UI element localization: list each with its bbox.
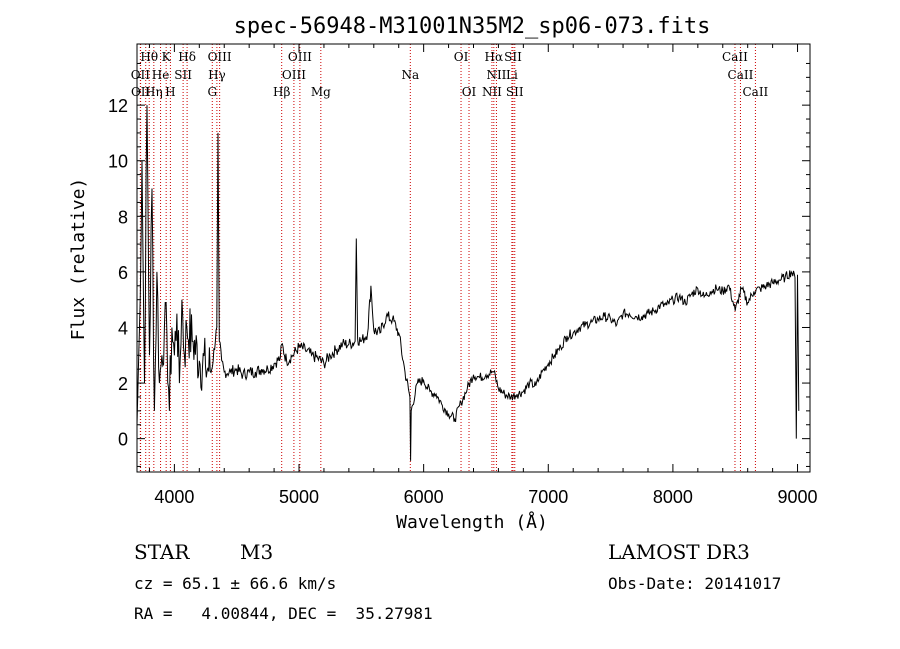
marker-label: K [162, 50, 172, 64]
x-axis: 4000 5000 6000 7000 8000 9000 [148, 44, 818, 507]
marker-label: SII [174, 68, 192, 82]
marker-label: Li [506, 68, 518, 82]
subclass-label: M3 [240, 540, 274, 564]
marker-label: H [165, 85, 175, 99]
marker-label: NII [486, 68, 506, 82]
marker-label: Mg [311, 85, 331, 99]
y-tick-label: 4 [118, 318, 128, 338]
marker-label: OI [454, 50, 469, 64]
x-tick-label: 7000 [528, 487, 568, 507]
y-axis: 0 2 4 6 8 10 12 [108, 62, 810, 467]
marker-label: OII [131, 68, 151, 82]
x-tick-label: 4000 [154, 487, 194, 507]
marker-label: Na [401, 68, 419, 82]
y-tick-label: 6 [118, 263, 128, 283]
x-tick-label: 8000 [653, 487, 693, 507]
x-axis-label: Wavelength (Å) [396, 511, 548, 533]
marker-label: Hα [485, 50, 504, 64]
y-tick-label: 12 [108, 96, 128, 116]
survey-label: LAMOST DR3 [608, 540, 750, 564]
marker-label: G [207, 85, 217, 99]
spectrum-line [136, 105, 800, 461]
marker-label: CaII [728, 68, 754, 82]
marker-label: He [152, 68, 170, 82]
coordinates-readout: RA = 4.00844, DEC = 35.27981 [134, 604, 433, 623]
y-axis-label: Flux (relative) [68, 178, 89, 341]
cz-readout: cz = 65.1 ± 66.6 km/s [134, 574, 337, 593]
marker-label: Hη [145, 85, 163, 99]
spectral-line-markers [139, 44, 756, 472]
y-tick-label: 8 [118, 207, 128, 227]
class-label: STAR [134, 540, 190, 564]
marker-label: OIII [282, 68, 306, 82]
obs-date: Obs-Date: 20141017 [608, 574, 782, 593]
x-tick-label: 9000 [778, 487, 818, 507]
chart-title: spec-56948-M31001N35M2_sp06-073.fits [234, 14, 711, 39]
marker-label: OIII [288, 50, 312, 64]
y-tick-label: 10 [108, 152, 128, 172]
plot-frame [136, 43, 811, 473]
marker-label: CaII [742, 85, 768, 99]
y-tick-label: 0 [118, 430, 128, 450]
marker-label: Hθ [140, 50, 158, 64]
marker-label: Hβ [273, 85, 290, 99]
marker-label: OII [131, 85, 151, 99]
marker-label: NII [482, 85, 502, 99]
marker-label: OIII [208, 50, 232, 64]
marker-label: SII [506, 85, 524, 99]
spectrum-series [136, 105, 800, 461]
marker-label: OI [462, 85, 477, 99]
marker-label: Hγ [208, 68, 226, 82]
marker-label: SII [504, 50, 522, 64]
marker-label: CaII [722, 50, 748, 64]
x-tick-label: 5000 [279, 487, 319, 507]
y-tick-label: 2 [118, 374, 128, 394]
x-tick-label: 6000 [404, 487, 444, 507]
marker-label: Hδ [178, 50, 196, 64]
